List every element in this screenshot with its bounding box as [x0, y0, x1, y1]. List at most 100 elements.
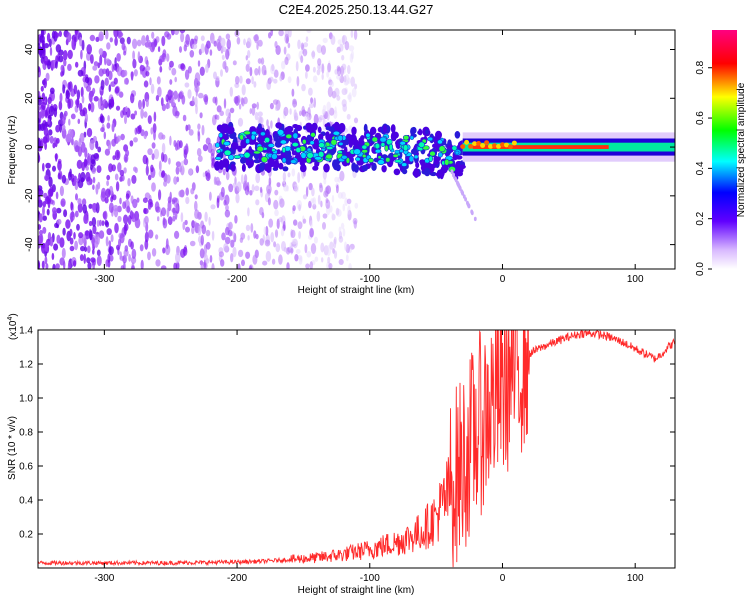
- noise-blob: [334, 87, 340, 97]
- noise-blob: [287, 76, 292, 84]
- noise-blob: [96, 165, 102, 174]
- noise-blob: [95, 140, 99, 149]
- noise-blob: [84, 230, 90, 240]
- noise-blob: [66, 32, 72, 43]
- x-tick-label: 0: [500, 274, 506, 285]
- noise-blob: [102, 68, 107, 75]
- coherent-band-core: [472, 145, 609, 149]
- band-hot-blob: [300, 152, 307, 159]
- band-blob: [363, 123, 368, 133]
- noise-blob: [69, 228, 73, 237]
- noise-blob: [106, 228, 112, 236]
- noise-blob: [216, 114, 220, 121]
- spectrogram-ylabel: Frequency (Hz): [7, 116, 18, 185]
- noise-blob: [55, 191, 59, 200]
- tail-blob: [470, 210, 474, 216]
- band-blob: [350, 139, 358, 145]
- noise-blob: [99, 54, 103, 66]
- noise-blob: [71, 39, 75, 50]
- noise-blob: [220, 259, 225, 267]
- noise-blob: [175, 111, 180, 117]
- noise-blob: [347, 209, 352, 221]
- noise-blob: [322, 37, 328, 44]
- noise-blob: [305, 64, 310, 72]
- noise-blob: [74, 240, 78, 251]
- noise-blob: [161, 134, 166, 140]
- noise-blob: [106, 180, 109, 187]
- noise-blob: [100, 79, 105, 91]
- noise-blob: [273, 78, 278, 84]
- noise-blob: [90, 164, 93, 171]
- noise-blob: [52, 207, 57, 215]
- noise-blob: [61, 174, 67, 184]
- noise-blob: [226, 39, 231, 50]
- noise-blob: [54, 222, 59, 228]
- noise-blob: [98, 230, 105, 239]
- band-hot-blob: [281, 157, 287, 164]
- band-blob: [246, 158, 254, 168]
- noise-blob: [105, 188, 111, 198]
- band-hot-blob: [361, 153, 367, 159]
- noise-blob: [142, 98, 146, 109]
- noise-blob: [333, 250, 338, 259]
- noise-blob: [63, 59, 67, 67]
- noise-blob: [114, 149, 121, 161]
- noise-blob: [103, 131, 107, 140]
- noise-blob: [222, 168, 226, 176]
- noise-blob: [39, 229, 43, 236]
- noise-blob: [199, 112, 203, 119]
- noise-blob: [288, 30, 292, 38]
- noise-blob: [350, 30, 354, 38]
- noise-blob: [333, 238, 337, 249]
- band-hot-blob: [353, 148, 361, 155]
- noise-blob: [125, 193, 130, 200]
- noise-blob: [269, 102, 274, 110]
- noise-blob: [108, 84, 112, 92]
- noise-blob: [80, 49, 83, 60]
- noise-blob: [161, 142, 166, 154]
- noise-blob: [59, 123, 62, 133]
- band-hot-blob: [223, 149, 232, 157]
- noise-blob: [293, 219, 298, 226]
- noise-blob: [299, 110, 302, 117]
- band-hot-blob: [260, 131, 266, 137]
- noise-blob: [227, 229, 233, 237]
- noise-blob: [298, 231, 301, 239]
- noise-blob: [123, 69, 128, 77]
- noise-blob: [346, 113, 351, 120]
- noise-blob: [158, 160, 162, 172]
- noise-blob: [85, 76, 90, 84]
- noise-blob: [89, 34, 96, 42]
- band-hot-blob: [267, 143, 275, 148]
- noise-blob: [73, 232, 76, 240]
- noise-blob: [275, 243, 281, 253]
- noise-blob: [158, 189, 162, 201]
- band-hot-blob: [295, 147, 302, 154]
- noise-blob: [141, 35, 146, 46]
- noise-blob: [145, 98, 149, 108]
- noise-blob: [195, 104, 198, 115]
- noise-blob: [341, 88, 348, 96]
- band-blob: [351, 162, 357, 172]
- noise-blob: [67, 82, 71, 90]
- coherent-peak: [496, 144, 501, 149]
- noise-blob: [266, 184, 272, 194]
- band-hot-blob: [377, 159, 385, 166]
- band-hot-blob: [279, 139, 287, 145]
- band-blob: [390, 124, 396, 133]
- band-hot-blob: [309, 140, 315, 145]
- noise-blob: [143, 111, 148, 118]
- noise-blob: [49, 46, 53, 56]
- band-blob: [291, 150, 297, 156]
- noise-blob: [311, 187, 315, 197]
- band-blob: [282, 166, 289, 172]
- noise-blob: [291, 238, 297, 245]
- noise-blob: [93, 61, 99, 67]
- noise-blob: [220, 69, 223, 77]
- noise-blob: [204, 211, 208, 222]
- band-hot-blob: [330, 139, 338, 146]
- y-tick-label: 20: [24, 92, 35, 104]
- noise-blob: [305, 186, 309, 197]
- noise-blob: [67, 49, 73, 60]
- noise-blob: [302, 218, 307, 224]
